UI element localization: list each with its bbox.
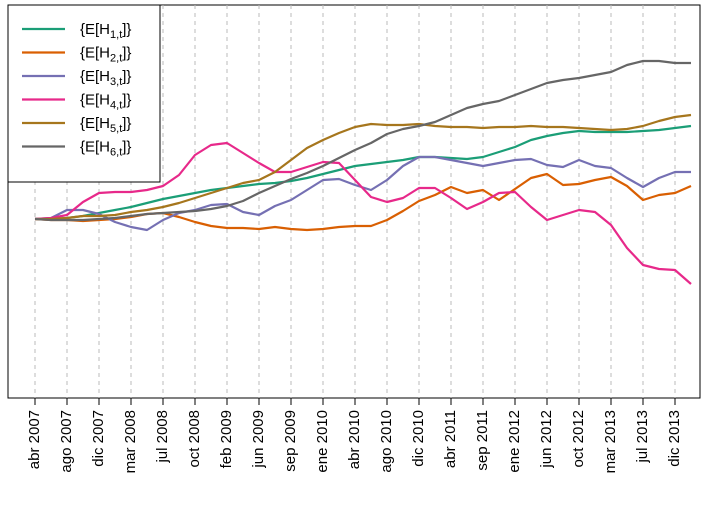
x-tick-label: sep 2011 [474, 410, 491, 471]
x-tick-label: jun 2012 [538, 410, 555, 469]
legend-label: {E[H3,t]} [80, 68, 131, 88]
plot-frame [7, 4, 701, 399]
x-tick-label: dic 2013 [666, 410, 683, 467]
x-tick-label: dic 2007 [90, 410, 107, 467]
legend-label: {E[H2,t]} [80, 45, 131, 65]
x-tick-label: abr 2011 [442, 410, 459, 468]
legend-label: {E[H6,t]} [80, 139, 131, 159]
x-tick-label: jul 2008 [154, 410, 171, 464]
x-tick-label: ago 2010 [378, 410, 395, 473]
x-tick-label: mar 2013 [602, 410, 619, 473]
legend-label: {E[H1,t]} [80, 21, 131, 41]
x-tick-label: ene 2012 [506, 410, 523, 473]
x-tick-label: oct 2008 [186, 410, 203, 468]
series-line [34, 59, 691, 222]
x-tick-label: oct 2012 [570, 410, 587, 468]
series-line [35, 124, 692, 221]
series-line [34, 141, 692, 285]
x-tick-label: jul 2013 [634, 410, 651, 464]
x-tick-label: sep 2009 [282, 410, 299, 472]
x-tick-label: abr 2010 [346, 410, 363, 469]
legend-label: {E[H5,t]} [80, 115, 131, 135]
x-tick-label: feb 2009 [218, 410, 235, 468]
x-tick-label: mar 2008 [122, 410, 139, 473]
legend-box [7, 4, 161, 183]
x-tick-label: ene 2010 [314, 410, 331, 473]
x-tick-label: ago 2007 [58, 410, 75, 473]
x-tick-label: abr 2007 [26, 410, 43, 469]
x-tick-label: jun 2009 [250, 410, 267, 469]
legend-label: {E[H4,t]} [80, 92, 131, 112]
x-tick-label: dic 2010 [410, 410, 427, 467]
series-line [35, 113, 692, 221]
